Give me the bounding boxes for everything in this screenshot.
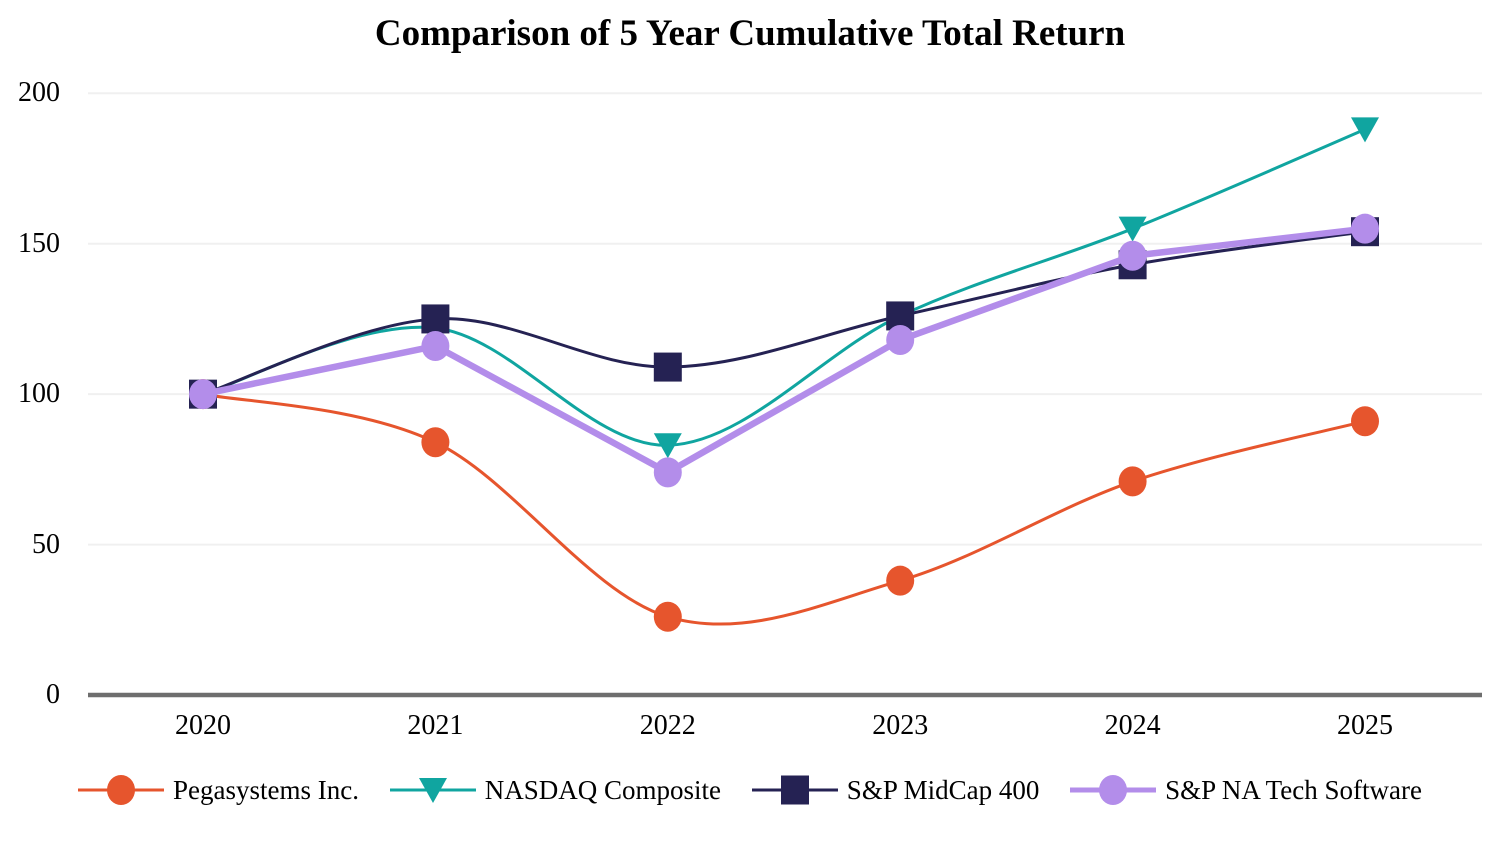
pegasystems-marker-icon — [78, 772, 164, 808]
x-tick-label: 2023 — [872, 710, 929, 741]
series-0-point-1 — [421, 427, 450, 458]
legend-marker — [107, 775, 135, 805]
x-tick-label: 2022 — [639, 710, 696, 741]
legend-label-pegasystems: Pegasystems Inc. — [173, 774, 359, 805]
legend-label-sp-midcap: S&P MidCap 400 — [846, 774, 1040, 805]
series-line-0 — [202, 392, 1366, 626]
legend-marker — [780, 775, 809, 805]
series-2-point-1 — [421, 304, 450, 334]
series-line-3 — [202, 225, 1366, 477]
series-3-point-4 — [1118, 240, 1147, 271]
series-0-point-5 — [1351, 406, 1379, 437]
series-2-point-2 — [653, 352, 682, 382]
legend-marker — [418, 778, 447, 803]
legend-label-nasdaq: NASDAQ Composite — [484, 774, 722, 805]
sp-na-tech-marker-icon — [1070, 772, 1157, 808]
series-0-point-3 — [886, 565, 915, 596]
sp-midcap-marker-icon — [751, 772, 838, 808]
x-tick-label: 2020 — [175, 710, 231, 741]
legend-item-pegasystems: Pegasystems Inc. — [78, 772, 359, 808]
legend-marker — [1099, 775, 1128, 805]
series-1-point-5 — [1351, 117, 1379, 143]
series-3-point-0 — [189, 379, 217, 410]
legend-label-sp-na-tech: S&P NA Tech Software — [1165, 774, 1422, 805]
y-tick-label: 0 — [46, 679, 60, 710]
nasdaq-marker-icon — [389, 772, 476, 808]
series-3-point-2 — [653, 457, 682, 488]
legend-item-sp-midcap: S&P MidCap 400 — [751, 772, 1040, 808]
series-1-point-2 — [653, 433, 682, 459]
series-0-point-2 — [653, 601, 682, 632]
y-tick-label: 50 — [32, 528, 60, 560]
series-3-point-5 — [1351, 213, 1379, 244]
legend-item-nasdaq: NASDAQ Composite — [389, 772, 722, 808]
x-tick-label: 2021 — [407, 710, 464, 741]
y-tick-label: 100 — [18, 378, 60, 410]
x-tick-label: 2025 — [1337, 710, 1393, 741]
series-3-point-1 — [421, 331, 450, 362]
series-1-point-4 — [1118, 216, 1147, 242]
series-line-1 — [202, 128, 1366, 447]
y-tick-label: 150 — [18, 227, 60, 259]
series-0-point-4 — [1118, 466, 1147, 497]
legend: Pegasystems Inc. NASDAQ Composite S&P Mi… — [78, 772, 1422, 808]
x-tick-label: 2024 — [1104, 710, 1161, 741]
y-tick-label: 200 — [18, 77, 60, 109]
legend-item-sp-na-tech: S&P NA Tech Software — [1070, 772, 1422, 808]
series-line-2 — [202, 230, 1366, 396]
series-3-point-3 — [886, 324, 915, 355]
chart-title: Comparison of 5 Year Cumulative Total Re… — [374, 13, 1126, 54]
